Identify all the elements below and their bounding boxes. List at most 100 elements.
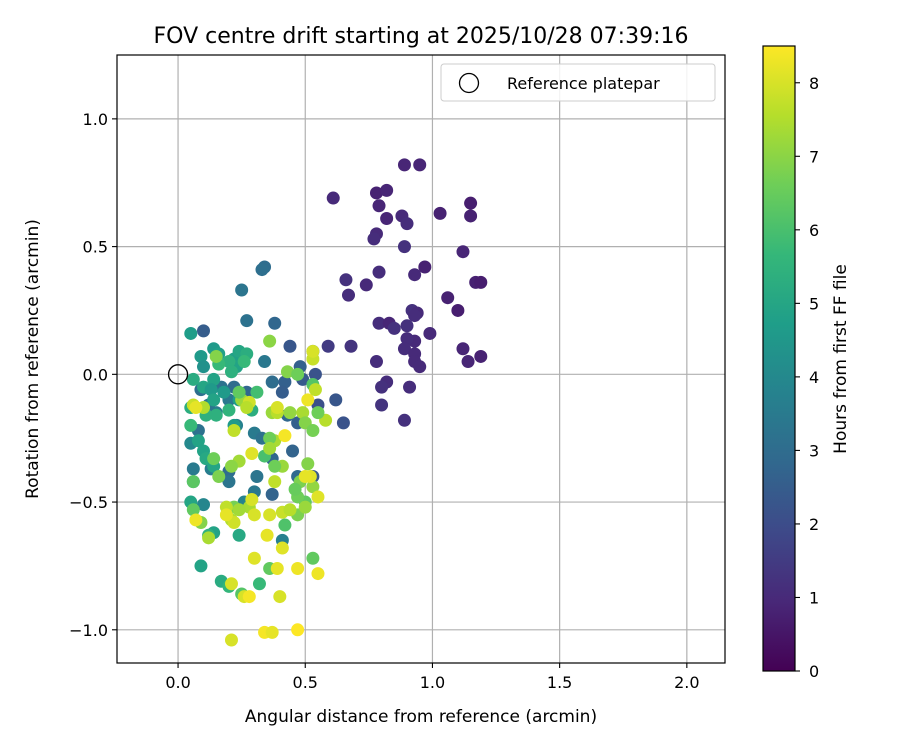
data-point [222, 475, 236, 489]
data-point [263, 334, 277, 348]
legend: Reference platepar [440, 63, 716, 102]
data-point [403, 380, 417, 394]
data-point [184, 418, 198, 432]
x-tick-label: 2.0 [674, 673, 699, 692]
data-point [283, 406, 297, 420]
data-point [423, 326, 437, 340]
data-point [186, 475, 200, 489]
y-tick-label: 1.0 [83, 110, 108, 129]
x-axis-label: Angular distance from reference (arcmin) [245, 707, 597, 727]
data-point [222, 403, 236, 417]
chart-title: FOV centre drift starting at 2025/10/28 … [154, 24, 689, 49]
data-point [232, 385, 246, 399]
data-point [237, 355, 251, 369]
data-point [232, 528, 246, 542]
y-tick-label: −1.0 [69, 621, 108, 640]
data-point [397, 413, 411, 427]
y-tick-label: −0.5 [69, 493, 108, 512]
colorbar-tick-label: 2 [809, 515, 819, 534]
data-point [189, 513, 203, 527]
data-point [372, 265, 386, 279]
data-point [474, 349, 488, 363]
data-point [329, 393, 343, 407]
x-tick-label: 0.5 [293, 673, 318, 692]
data-point [227, 424, 241, 438]
data-point [372, 316, 386, 330]
colorbar: 0 1 2 3 4 5 6 7 8 [762, 45, 819, 681]
data-point [291, 561, 305, 575]
data-point [311, 406, 325, 420]
data-point [245, 447, 259, 461]
colorbar-tick-label: 1 [809, 588, 819, 607]
data-point [250, 470, 264, 484]
data-point [265, 625, 279, 639]
data-point [456, 342, 470, 356]
data-point [291, 623, 305, 637]
data-point [418, 260, 432, 274]
data-point [408, 309, 422, 323]
data-point [380, 211, 394, 225]
legend-box [440, 63, 716, 102]
data-point [270, 561, 284, 575]
data-point [306, 480, 320, 494]
colorbar-scale [762, 45, 796, 672]
data-point [306, 551, 320, 565]
data-point [291, 367, 305, 381]
data-point [278, 375, 292, 389]
data-point [268, 475, 282, 489]
data-point [242, 590, 256, 604]
data-point [222, 355, 236, 369]
data-point [209, 349, 223, 363]
data-point [275, 541, 289, 555]
reference-marker [167, 364, 189, 385]
data-point [217, 385, 231, 399]
data-point [311, 567, 325, 581]
data-point [207, 393, 221, 407]
data-point [306, 424, 320, 438]
data-point [260, 528, 274, 542]
data-point [232, 503, 246, 517]
data-point [456, 245, 470, 259]
data-point [235, 283, 249, 297]
data-point [308, 383, 322, 397]
data-point [247, 551, 261, 565]
y-tick-label: 0.5 [83, 238, 108, 257]
data-point [194, 559, 208, 573]
data-point [202, 531, 216, 545]
data-point [298, 470, 312, 484]
data-point [298, 500, 312, 514]
colorbar-tick-label: 6 [809, 221, 819, 240]
plot-frame [116, 54, 726, 664]
data-points [184, 158, 488, 647]
data-point [224, 577, 238, 591]
colorbar-tick-label: 3 [809, 441, 819, 460]
data-point [451, 303, 465, 317]
data-point [461, 355, 475, 369]
data-point [224, 633, 238, 647]
data-point [311, 490, 325, 504]
data-point [288, 482, 302, 496]
colorbar-tick-label: 5 [809, 294, 819, 313]
data-point [224, 459, 238, 473]
plot-area: 0.0 0.5 1.0 1.5 2.0 −1.0 −0.5 0.0 0.5 1.0 Referenc… [69, 54, 726, 692]
data-point [387, 321, 401, 335]
data-point [278, 518, 292, 532]
data-point [252, 577, 266, 591]
x-tick-label: 1.0 [420, 673, 445, 692]
data-point [375, 398, 389, 412]
legend-label: Reference platepar [507, 74, 660, 93]
data-point [186, 462, 200, 476]
data-point [263, 431, 277, 445]
data-point [273, 590, 287, 604]
data-point [186, 503, 200, 517]
data-point [359, 278, 373, 292]
data-point [372, 199, 386, 213]
data-point [268, 316, 282, 330]
data-point [321, 339, 335, 353]
data-point [413, 360, 427, 374]
data-point [265, 375, 279, 389]
data-point [375, 380, 389, 394]
data-point [263, 508, 277, 522]
data-point [240, 401, 254, 415]
